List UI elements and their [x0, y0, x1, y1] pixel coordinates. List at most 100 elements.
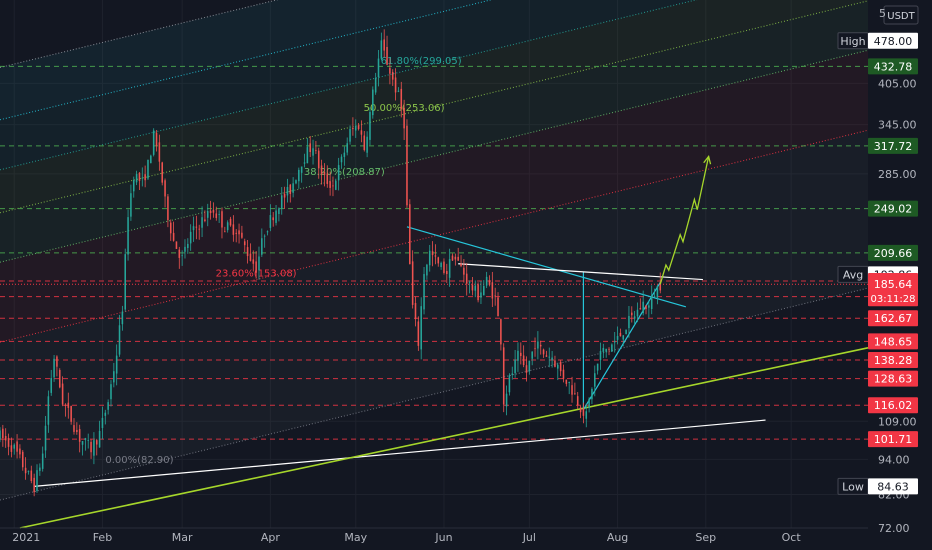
candle-body: [39, 467, 41, 471]
candle-body: [226, 222, 229, 231]
candle-body: [113, 371, 115, 383]
candle-body: [224, 231, 226, 233]
candle-body: [215, 213, 218, 219]
candle-body: [138, 172, 141, 181]
level-box-text: 138.28: [874, 354, 913, 367]
candle-body: [289, 184, 292, 194]
current-price-value: 185.64: [874, 278, 913, 291]
current-price-badge[interactable]: 185.64 03:11:28: [868, 276, 918, 307]
candle-body: [70, 405, 72, 422]
candle-body: [562, 369, 565, 379]
level-price-box[interactable]: 209.66: [868, 244, 918, 261]
currency-label: USDT: [887, 11, 915, 22]
candle-body: [352, 127, 354, 130]
projection-arrowhead: [703, 154, 712, 165]
candle-body: [300, 166, 303, 173]
candle-body: [192, 226, 195, 231]
time-axis[interactable]: 2021 Feb Mar Apr May Jun Jul Aug Sep Oct: [0, 527, 868, 544]
candle-body: [56, 356, 58, 367]
candle-body: [184, 246, 186, 252]
fib-band: [0, 0, 868, 213]
candle-body: [150, 155, 152, 164]
candle-body: [354, 125, 357, 131]
candle-body: [332, 185, 334, 187]
level-price-box[interactable]: 148.65: [868, 333, 918, 350]
candle-body: [135, 174, 138, 183]
candle-body: [283, 193, 286, 198]
candle-body: [235, 232, 237, 234]
candle-body: [542, 349, 545, 355]
level-price-box[interactable]: 128.63: [868, 370, 918, 387]
candle-body: [152, 130, 155, 155]
top-edge-tick-label: 5: [879, 7, 886, 20]
candle-body: [343, 152, 346, 157]
candle-body: [121, 311, 124, 325]
candle-body: [374, 77, 377, 93]
candle-body: [525, 365, 528, 373]
level-box-text: 432.78: [874, 60, 913, 73]
candle-body: [602, 347, 605, 352]
candle-body: [178, 249, 181, 258]
price-axis[interactable]: USDT 5 405.00345.00285.00109.0094.0082.0…: [837, 0, 932, 550]
level-marker-high[interactable]: High 478.00: [837, 32, 918, 50]
candle-body: [238, 230, 240, 235]
candle-body: [431, 251, 434, 256]
marker-value-text: 478.00: [874, 35, 913, 48]
level-price-box[interactable]: 162.67: [868, 310, 918, 327]
candle-body: [209, 210, 212, 214]
level-box-text: 162.67: [874, 312, 913, 325]
candle-body: [474, 285, 477, 291]
candle-body: [551, 357, 553, 361]
price-tick-label: 345.00: [878, 119, 917, 132]
level-price-box[interactable]: 317.72: [868, 137, 918, 154]
time-tick-label: Jun: [434, 531, 452, 544]
level-price-box[interactable]: 249.02: [868, 200, 918, 217]
candle-body: [78, 429, 81, 442]
candles-layer: [0, 29, 662, 497]
candle-body: [596, 363, 599, 371]
marker-label-text: High: [840, 35, 865, 48]
candle-body: [571, 385, 573, 395]
candle-body: [47, 396, 50, 425]
candle-body: [101, 417, 104, 428]
candle-body: [87, 440, 90, 441]
candle-body: [406, 125, 408, 206]
level-price-box[interactable]: 432.78: [868, 58, 918, 75]
candle-body: [2, 428, 4, 438]
candle-body: [76, 430, 78, 433]
level-price-box[interactable]: 116.02: [868, 397, 918, 414]
candle-body: [266, 231, 269, 233]
candle-body: [457, 256, 459, 261]
currency-badge[interactable]: [883, 5, 919, 25]
candle-body: [36, 470, 38, 491]
candle-body: [631, 312, 633, 316]
candle-body: [619, 332, 622, 337]
cyan-ascending-line[interactable]: [582, 282, 661, 411]
price-levels-layer: [0, 65, 868, 440]
time-tick-label: Sep: [695, 531, 716, 544]
candle-body: [7, 437, 10, 447]
white-support-line[interactable]: [34, 419, 766, 487]
candle-body: [386, 46, 388, 65]
candle-body: [357, 125, 360, 130]
candle-body: [648, 305, 650, 308]
green-support-line[interactable]: [19, 347, 869, 529]
candle-body: [403, 107, 405, 129]
candle-body: [579, 407, 582, 413]
level-price-box[interactable]: 138.28: [868, 352, 918, 369]
level-box-bg: [868, 397, 918, 414]
marker-value-box: [868, 478, 918, 495]
candle-body: [298, 169, 300, 182]
projection-path[interactable]: [659, 156, 710, 285]
candle-body: [465, 273, 468, 284]
candle-body: [212, 210, 215, 213]
level-price-box[interactable]: 101.71: [868, 431, 918, 448]
candle-body: [360, 130, 363, 135]
level-marker-low[interactable]: Low 84.63: [837, 477, 918, 495]
level-box-text: 317.72: [874, 140, 913, 153]
cyan-descending-line[interactable]: [406, 226, 687, 308]
candle-body: [505, 393, 508, 407]
candle-body: [520, 352, 522, 357]
candle-body: [394, 77, 397, 93]
